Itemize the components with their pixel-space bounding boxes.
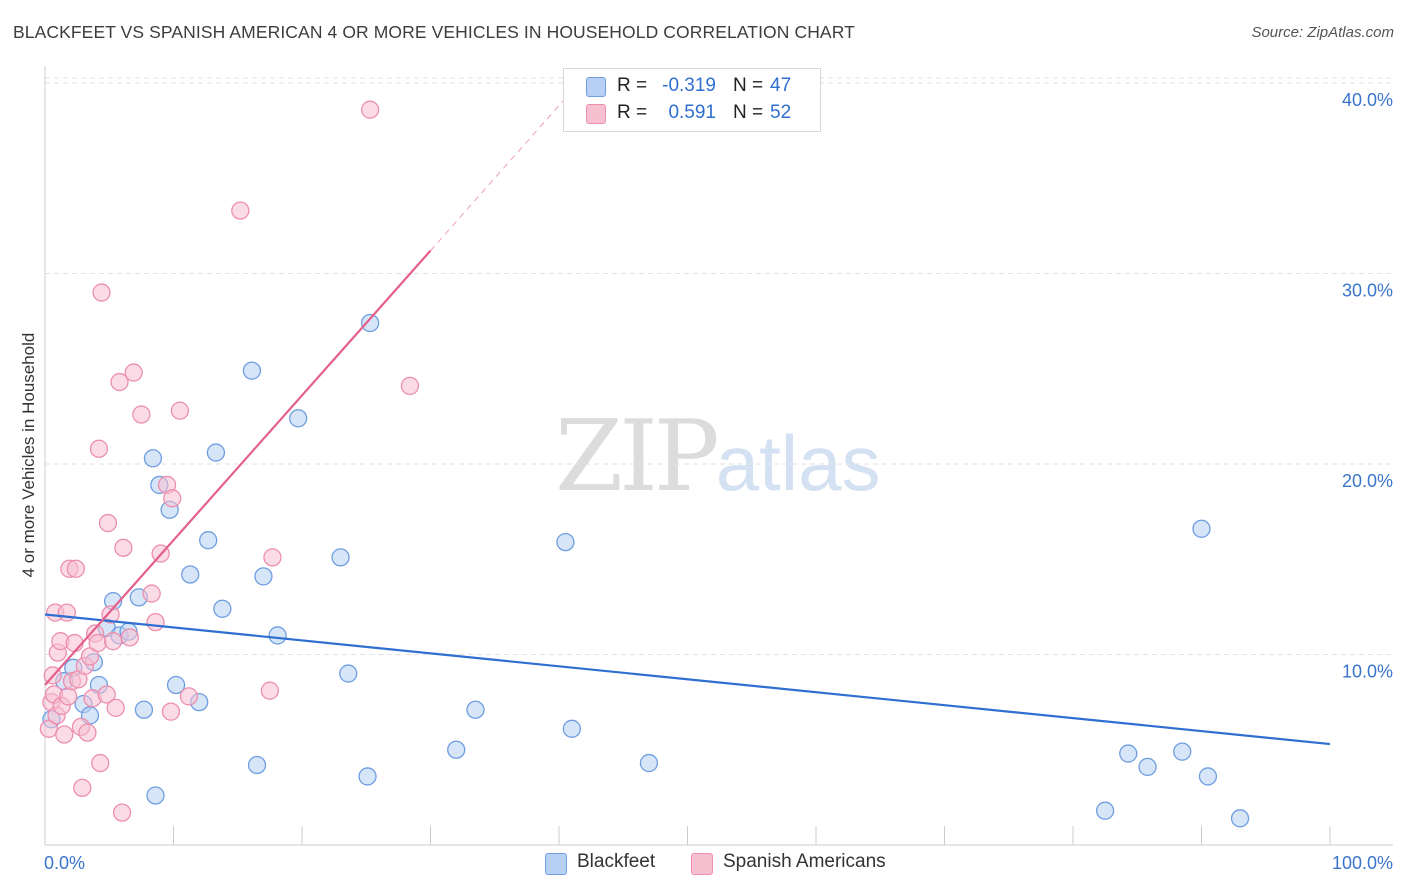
blackfeet-point	[1095, 801, 1115, 820]
blackfeet-point	[562, 719, 581, 738]
spanish-americans-point	[146, 612, 165, 632]
spanish-americans-point	[120, 628, 139, 647]
blackfeet-point	[331, 548, 350, 567]
blackfeet-point	[360, 313, 380, 333]
spanish-americans-point	[103, 632, 123, 651]
y-tick-label: 40.0%	[1342, 90, 1393, 110]
blackfeet-point	[1173, 742, 1192, 761]
blackfeet-point	[166, 675, 186, 695]
spanish-americans-point	[58, 687, 78, 706]
blackfeet-point	[242, 361, 262, 380]
spanish-americans-point	[78, 723, 97, 742]
blackfeet-point	[1138, 757, 1157, 777]
blackfeet-point	[447, 740, 466, 759]
legend-swatch-spanish-americans	[586, 104, 606, 124]
spanish-americans-point	[92, 283, 111, 302]
blackfeet-point	[199, 531, 218, 550]
spanish-americans-point	[66, 559, 85, 578]
spanish-americans-point	[163, 489, 182, 508]
y-tick-label: 30.0%	[1342, 281, 1393, 301]
spanish-americans-point	[106, 698, 125, 717]
spanish-americans-point	[400, 376, 420, 396]
bottom-legend-swatch-spanish-americans	[691, 853, 713, 875]
x-tick-label: 100.0%	[1332, 853, 1393, 873]
blackfeet-point	[146, 786, 165, 805]
bottom-legend-swatch-blackfeet	[545, 853, 567, 875]
chart-title: BLACKFEET VS SPANISH AMERICAN 4 OR MORE …	[13, 22, 855, 42]
blackfeet-point	[268, 626, 287, 645]
blackfeet-point	[143, 449, 163, 468]
y-axis-label: 4 or more Vehicles in Household	[19, 333, 38, 578]
spanish-americans-point	[260, 681, 280, 700]
blackfeet-point	[339, 664, 358, 683]
y-tick-label: 20.0%	[1342, 471, 1393, 491]
legend-swatch-blackfeet	[586, 77, 606, 97]
blackfeet-point	[247, 755, 267, 775]
legend-n-value: 52	[770, 102, 792, 123]
spanish-americans-point	[65, 633, 84, 653]
legend-r-value: -0.319	[662, 75, 716, 96]
x-tick-label: 0.0%	[44, 853, 85, 873]
spanish-americans-point	[101, 605, 120, 624]
watermark-zip: ZIP	[555, 400, 720, 514]
spanish-americans-point	[89, 439, 109, 458]
spanish-americans-point	[112, 803, 132, 822]
blackfeet-trend-line	[44, 613, 1331, 746]
spanish-americans-trend-line	[44, 249, 432, 686]
blackfeet-point	[213, 599, 232, 618]
spanish-americans-point	[263, 548, 282, 567]
blackfeet-point	[1192, 519, 1211, 538]
blackfeet-point	[181, 565, 200, 584]
blackfeet-point	[1230, 809, 1250, 828]
legend-r-value: 0.591	[668, 102, 716, 123]
blackfeet-point	[288, 409, 308, 428]
spanish-americans-point	[98, 513, 118, 533]
blackfeet-point	[358, 767, 377, 786]
legend-r-label: R =	[617, 102, 648, 123]
spanish-americans-trend-extension	[430, 97, 566, 251]
blackfeet-point	[134, 700, 154, 719]
spanish-americans-point	[97, 685, 116, 704]
bottom-legend-label-spanish-americans: Spanish Americans	[723, 851, 886, 872]
blackfeet-point	[254, 567, 273, 586]
source-label: Source: ZipAtlas.com	[1251, 24, 1394, 41]
spanish-americans-point	[73, 778, 92, 797]
spanish-americans-point	[114, 538, 133, 557]
spanish-americans-point	[179, 687, 199, 706]
spanish-americans-point	[124, 363, 143, 382]
spanish-americans-point	[142, 584, 161, 603]
y-tick-label: 10.0%	[1342, 662, 1393, 682]
watermark-atlas: atlas	[715, 419, 881, 507]
stats-legend: R = -0.319 N = 47 R = 0.591 N = 52	[563, 68, 821, 132]
legend-r-label: R =	[617, 75, 648, 96]
spanish-americans-point	[132, 405, 151, 424]
spanish-americans-point	[170, 401, 190, 420]
spanish-americans-point	[91, 753, 110, 773]
legend-n-label: N =	[733, 102, 764, 123]
blackfeet-point	[466, 700, 485, 719]
blackfeet-point	[1119, 744, 1138, 763]
watermark: ZIPatlas	[555, 400, 881, 514]
spanish-americans-point	[110, 372, 129, 392]
blackfeet-point	[1198, 767, 1218, 786]
spanish-americans-point	[161, 702, 181, 721]
spanish-americans-point	[57, 603, 76, 622]
blackfeet-point	[639, 753, 659, 773]
spanish-americans-point	[231, 201, 250, 220]
spanish-americans-point	[55, 725, 74, 744]
legend-n-value: 47	[770, 75, 792, 96]
blackfeet-point	[206, 443, 226, 462]
bottom-legend-label-blackfeet: Blackfeet	[577, 851, 656, 872]
blackfeet-point	[556, 532, 575, 552]
legend-n-label: N =	[733, 75, 764, 96]
spanish-americans-point	[88, 633, 107, 653]
spanish-americans-point	[360, 100, 380, 119]
